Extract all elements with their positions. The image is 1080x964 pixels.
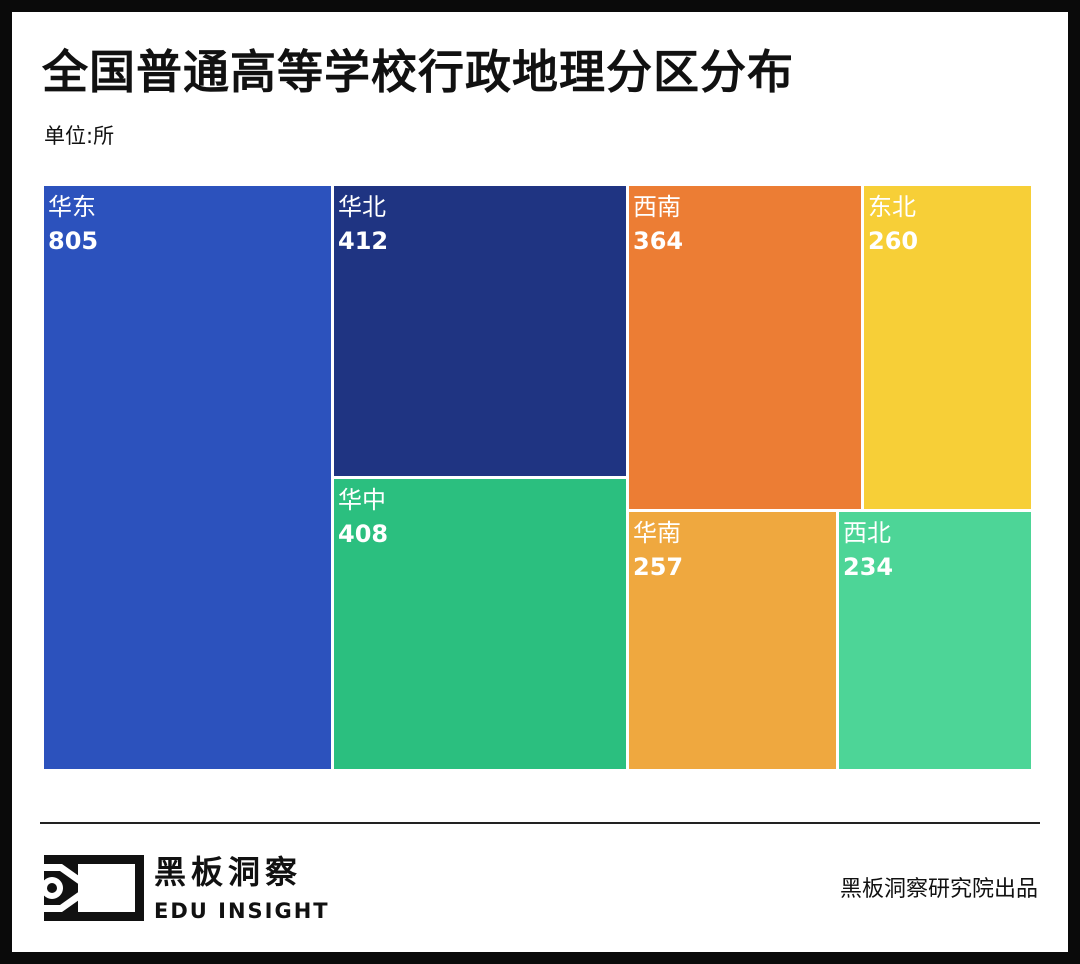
cell-value: 257 [633,553,684,581]
footer-divider [40,822,1040,824]
credit-text: 黑板洞察研究院出品 [839,877,1038,902]
treemap: 华东 805 华北 412 华中 408 西南 364 东北 260 华南 257 西北 234 [44,186,1031,769]
cell-value: 412 [338,227,389,255]
treemap-cell-华中: 华中 408 [334,479,626,769]
cell-label: 华北 [338,193,386,221]
treemap-cell-东北: 东北 260 [864,186,1031,509]
treemap-cell-华东: 华东 805 [44,186,331,769]
cell-label: 东北 [868,193,916,221]
cell-value: 408 [338,520,389,548]
cell-value: 234 [843,553,894,581]
edu-insight-logo-icon [44,855,144,921]
cell-label: 华东 [48,193,96,221]
unit-label: 单位:所 [44,124,115,148]
cell-label: 华南 [633,519,681,547]
chart-title: 全国普通高等学校行政地理分区分布 [42,45,794,99]
cell-label: 华中 [338,486,386,514]
treemap-cell-华南: 华南 257 [629,512,836,769]
treemap-cell-西南: 西南 364 [629,186,861,509]
chart-card: 全国普通高等学校行政地理分区分布 单位:所 华东 805 华北 412 华中 408 西南 3… [12,12,1068,952]
brand-name-en: EDU INSIGHT [154,899,330,923]
treemap-cell-西北: 西北 234 [839,512,1031,769]
cell-value: 260 [868,227,919,255]
cell-value: 364 [633,227,684,255]
cell-label: 西南 [633,193,681,221]
cell-value: 805 [48,227,99,255]
treemap-cell-华北: 华北 412 [334,186,626,476]
brand-name-cn: 黑板洞察 [154,853,303,891]
cell-label: 西北 [843,519,891,547]
